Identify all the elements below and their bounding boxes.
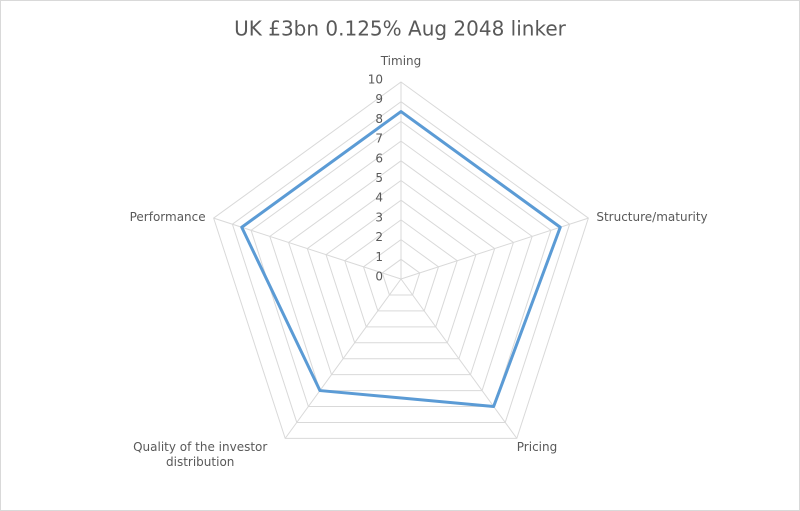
category-label: Structure/maturity xyxy=(596,210,708,225)
axis-line xyxy=(400,278,518,439)
grid-line xyxy=(325,199,477,344)
category-label: Pricing xyxy=(516,440,558,455)
grid-line xyxy=(381,258,421,296)
category-label: Quality of the investor distribution xyxy=(133,440,268,470)
y-tick-label: 10 xyxy=(368,73,383,87)
y-tick-label: 5 xyxy=(375,171,383,185)
axis-line xyxy=(213,217,402,280)
grid-line xyxy=(287,160,515,376)
y-tick-label: 0 xyxy=(375,270,383,284)
grid-line xyxy=(269,140,533,392)
category-label: Performance xyxy=(129,210,206,225)
grid-line xyxy=(362,238,440,312)
category-label: Timing xyxy=(380,54,422,68)
axis-line xyxy=(400,217,589,280)
y-tick-label: 4 xyxy=(375,191,383,205)
series-line xyxy=(240,110,562,409)
chart-title: UK £3bn 0.125% Aug 2048 linker xyxy=(234,17,567,41)
axis-line xyxy=(284,278,402,439)
y-tick-label: 2 xyxy=(375,230,383,244)
grid-line xyxy=(306,179,496,360)
y-tick-label: 1 xyxy=(375,250,383,264)
y-tick-label: 6 xyxy=(375,151,383,165)
y-tick-label: 9 xyxy=(375,92,383,106)
grid-line xyxy=(213,81,589,439)
y-tick-label: 3 xyxy=(375,210,383,224)
grid-line xyxy=(250,120,552,408)
y-tick-label: 8 xyxy=(375,112,383,126)
grid-line xyxy=(344,219,458,328)
grid-line xyxy=(231,101,571,423)
y-tick-label: 7 xyxy=(375,132,383,146)
